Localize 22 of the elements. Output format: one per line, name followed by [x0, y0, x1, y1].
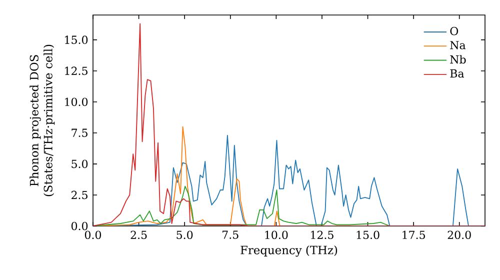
legend-label: O — [450, 26, 458, 36]
y-tick-label: 12.5 — [65, 66, 88, 76]
x-axis-title: Frequency (THz) — [240, 246, 338, 257]
x-tick-label: 7.5 — [222, 230, 238, 239]
x-tick-label: 10.0 — [265, 230, 288, 240]
legend-label: Nb — [450, 55, 466, 64]
x-tick-label: 5.0 — [176, 230, 193, 240]
y-axis-title: Phonon projected DOS (States/THz·primitive cell) — [30, 44, 55, 196]
x-tick-label: 20.0 — [448, 230, 471, 240]
x-tick-label: 0.0 — [84, 230, 102, 240]
x-tick-label: 17.5 — [402, 230, 425, 240]
y-tick-label: 10.0 — [65, 98, 88, 106]
x-tick-label: 12.5 — [311, 230, 334, 240]
y-tick-label: 7.5 — [72, 128, 88, 137]
x-tick-label: 2.5 — [130, 230, 147, 240]
y-tick-label: 2.5 — [72, 190, 88, 200]
legend-label: Na — [450, 41, 466, 50]
legend-label: Ba — [450, 69, 464, 78]
y-tick-label: 0.0 — [72, 222, 88, 230]
x-tick-label: 15.0 — [356, 230, 380, 240]
y-tick-label: 5.0 — [72, 160, 88, 168]
y-tick-label: 15.0 — [65, 36, 88, 44]
